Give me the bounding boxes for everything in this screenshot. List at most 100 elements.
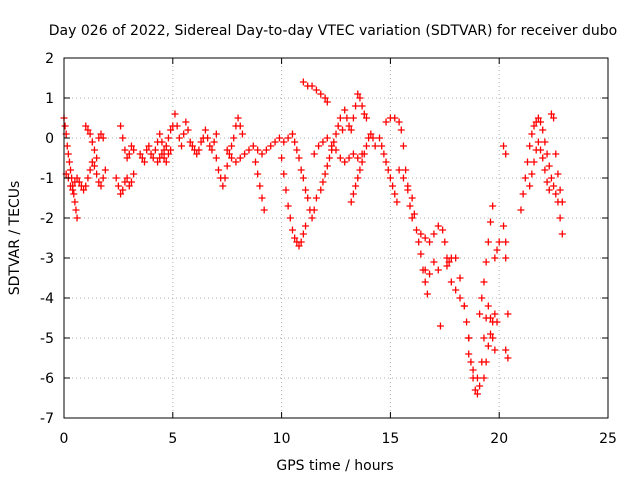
- chart-title: Day 026 of 2022, Sidereal Day-to-day VTE…: [49, 23, 617, 39]
- data-point: [230, 134, 238, 142]
- data-point: [404, 182, 412, 190]
- data-point: [312, 86, 320, 94]
- data-point: [278, 154, 286, 162]
- data-point: [175, 134, 183, 142]
- y-axis-ticks: 2 1 0 -1 -2 -3 -4 -5 -6 -7: [40, 51, 608, 427]
- data-point: [80, 186, 88, 194]
- data-point: [299, 230, 307, 238]
- data-point: [267, 142, 275, 150]
- data-point: [345, 154, 353, 162]
- data-point: [251, 158, 259, 166]
- data-point: [69, 186, 77, 194]
- data-point: [162, 142, 170, 150]
- data-point: [167, 126, 175, 134]
- data-point: [93, 154, 101, 162]
- data-point: [223, 162, 231, 170]
- data-point: [354, 174, 362, 182]
- data-point: [452, 286, 460, 294]
- data-point: [469, 366, 477, 374]
- data-point: [160, 154, 168, 162]
- data-point: [415, 238, 423, 246]
- data-point: [537, 118, 545, 126]
- data-point: [480, 278, 488, 286]
- data-point: [101, 166, 109, 174]
- data-point: [456, 294, 464, 302]
- data-point: [345, 122, 353, 130]
- data-point: [491, 346, 499, 354]
- data-point: [208, 146, 216, 154]
- data-point: [201, 126, 209, 134]
- data-point: [402, 166, 410, 174]
- data-point: [349, 190, 357, 198]
- data-point: [339, 126, 347, 134]
- data-point: [360, 150, 368, 158]
- y-tick-label: 0: [45, 131, 54, 147]
- grid: [64, 58, 608, 418]
- data-point: [382, 118, 390, 126]
- data-point: [286, 214, 294, 222]
- data-point: [186, 138, 194, 146]
- data-point: [334, 122, 342, 130]
- data-point: [64, 150, 72, 158]
- data-point: [167, 146, 175, 154]
- data-point: [456, 274, 464, 282]
- data-point: [547, 110, 555, 118]
- data-point: [358, 102, 366, 110]
- data-point: [82, 122, 90, 130]
- x-tick-label: 0: [60, 431, 69, 447]
- data-point: [356, 166, 364, 174]
- data-point: [254, 170, 262, 178]
- data-point: [312, 194, 320, 202]
- data-point: [399, 142, 407, 150]
- data-point: [530, 158, 538, 166]
- data-point: [288, 130, 296, 138]
- data-point: [539, 126, 547, 134]
- data-point: [97, 130, 105, 138]
- data-point: [284, 134, 292, 142]
- data-point: [358, 158, 366, 166]
- y-tick-label: -4: [40, 291, 54, 307]
- data-point: [197, 138, 205, 146]
- data-point: [82, 182, 90, 190]
- y-tick-label: -2: [40, 211, 54, 227]
- data-point: [145, 142, 153, 150]
- data-point: [119, 134, 127, 142]
- data-point: [310, 150, 318, 158]
- data-point: [221, 174, 229, 182]
- data-point: [391, 190, 399, 198]
- data-point: [308, 214, 316, 222]
- data-point: [84, 126, 92, 134]
- data-point: [141, 158, 149, 166]
- data-point: [330, 138, 338, 146]
- data-point: [502, 150, 510, 158]
- data-point: [236, 154, 244, 162]
- data-point: [362, 114, 370, 122]
- data-point: [482, 258, 490, 266]
- data-point: [125, 150, 133, 158]
- data-point: [521, 174, 529, 182]
- data-point: [321, 94, 329, 102]
- data-point: [341, 106, 349, 114]
- data-point: [389, 182, 397, 190]
- data-point: [302, 186, 310, 194]
- data-point: [491, 254, 499, 262]
- data-point: [245, 146, 253, 154]
- data-point: [393, 198, 401, 206]
- data-point: [410, 210, 418, 218]
- data-point: [384, 166, 392, 174]
- data-point: [275, 134, 283, 142]
- data-point: [193, 150, 201, 158]
- data-point: [228, 154, 236, 162]
- data-point: [291, 138, 299, 146]
- data-point: [234, 114, 242, 122]
- data-point: [93, 170, 101, 178]
- data-point: [136, 150, 144, 158]
- data-point: [284, 202, 292, 210]
- data-point: [214, 166, 222, 174]
- data-point: [391, 114, 399, 122]
- data-point: [436, 322, 444, 330]
- data-point: [188, 142, 196, 150]
- data-point: [156, 130, 164, 138]
- data-point: [545, 186, 553, 194]
